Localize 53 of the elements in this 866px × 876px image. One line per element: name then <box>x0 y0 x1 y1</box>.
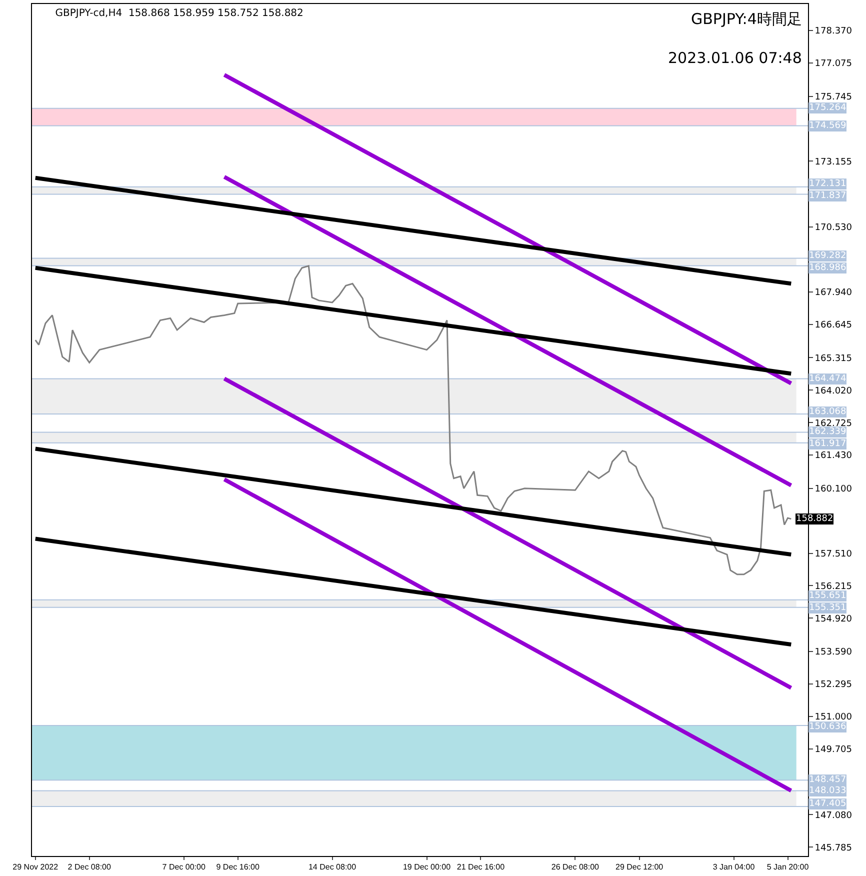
y-tick-label: 177.075 <box>814 59 852 70</box>
y-tick-label: 160.100 <box>814 484 852 495</box>
x-tick-label: 9 Dec 16:00 <box>216 862 260 872</box>
y-tick-label: 173.155 <box>814 157 852 168</box>
ref-line-label: 150.636 <box>809 722 846 732</box>
ref-line-label: 148.457 <box>809 775 846 785</box>
ref-line-label: 147.405 <box>809 799 846 809</box>
ref-line-label: 161.917 <box>809 439 846 449</box>
y-tick-label: 166.645 <box>814 320 852 331</box>
y-tick-label: 175.745 <box>814 92 852 102</box>
x-tick-label: 29 Dec 12:00 <box>616 862 664 872</box>
x-tick-label: 3 Jan 04:00 <box>712 862 756 872</box>
y-tick-label: 149.705 <box>814 745 852 756</box>
x-tick-label: 19 Dec 00:00 <box>402 862 452 872</box>
y-tick-label: 164.020 <box>814 386 852 396</box>
data-label: 158.882 <box>796 514 834 524</box>
annotation: GBPJPY:4時間足 <box>691 10 802 28</box>
y-tick-label: 162.725 <box>814 418 852 429</box>
y-tick-label: 153.590 <box>814 648 852 658</box>
y-tick-label: 157.510 <box>814 549 852 560</box>
x-tick-label: 7 Dec 00:00 <box>162 862 206 872</box>
ref-line-label: 168.986 <box>809 263 846 273</box>
ref-line-label: 163.068 <box>809 407 846 417</box>
y-tick-label: 145.785 <box>814 843 852 854</box>
y-tick-label: 170.530 <box>814 223 852 234</box>
ref-line-label: 155.651 <box>809 591 846 601</box>
y-tick-label: 147.080 <box>814 810 852 821</box>
ref-line-label: 162.339 <box>809 427 846 437</box>
y-tick-label: 151.000 <box>814 712 852 723</box>
y-tick-label: 178.370 <box>814 26 852 37</box>
ref-line-label: 171.837 <box>809 191 846 201</box>
chart-title: GBPJPY-cd,H4 158.868 158.959 158.752 158.882 <box>55 8 304 20</box>
line-series <box>34 265 792 576</box>
x-tick-label: 2 Dec 08:00 <box>68 862 112 872</box>
ref-line-label: 172.131 <box>809 179 846 189</box>
y-tick-label: 167.940 <box>814 288 852 298</box>
y-tick-label: 154.920 <box>814 614 852 624</box>
ref-line-label: 164.474 <box>809 374 846 384</box>
x-tick-label: 21 Dec 16:00 <box>456 862 506 872</box>
x-tick-label: 26 Dec 08:00 <box>551 862 600 872</box>
ref-line-label: 169.282 <box>809 251 846 261</box>
ref-line-label: 155.351 <box>809 603 846 613</box>
x-tick-label: 5 Jan 20:00 <box>766 862 810 872</box>
ref-line-label: 175.264 <box>809 103 846 113</box>
y-tick-label: 161.430 <box>814 451 852 462</box>
ref-line-label: 174.569 <box>809 121 846 131</box>
y-tick-label: 156.215 <box>814 582 852 592</box>
ref-line-label: 148.033 <box>809 786 846 796</box>
y-tick-label: 152.295 <box>814 680 852 690</box>
annotation: 2023.01.06 07:48 <box>668 49 802 67</box>
x-tick-label: 29 Nov 2022 <box>12 862 59 872</box>
y-tick-label: 165.315 <box>814 354 852 364</box>
x-tick-label: 14 Dec 08:00 <box>308 862 357 872</box>
